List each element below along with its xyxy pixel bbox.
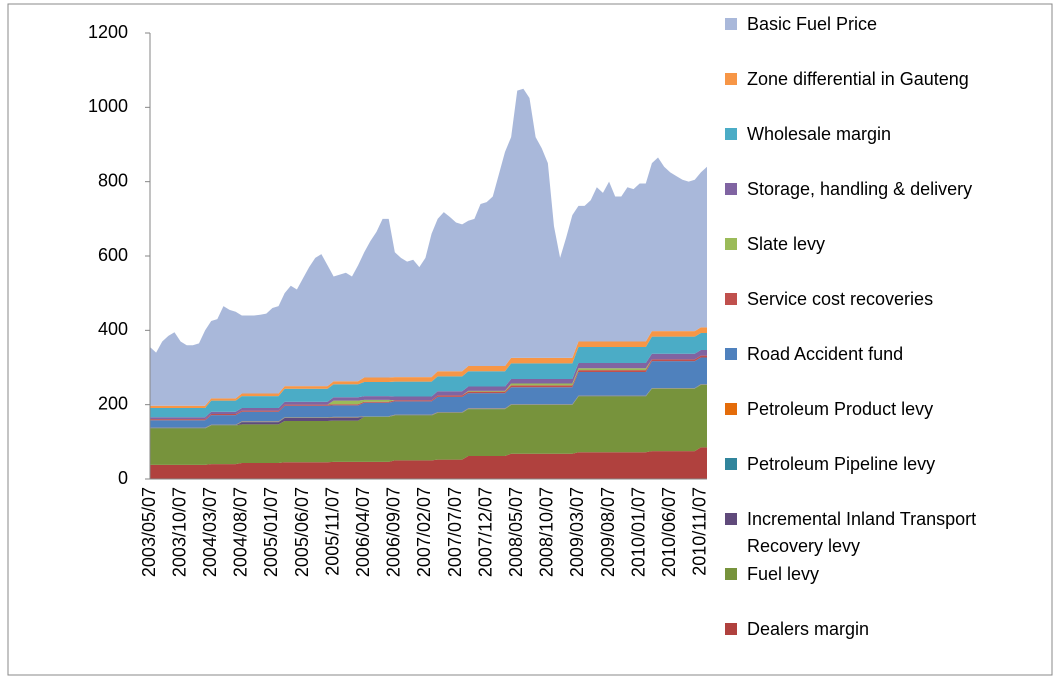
x-tick-label: 2004/03/07 [200, 487, 220, 577]
legend-entry: Incremental Inland Transport Recovery le… [725, 508, 1042, 560]
x-tick-label: 2010/11/07 [690, 487, 710, 576]
y-tick-label: 400 [98, 319, 128, 339]
x-tick-label: 2010/06/07 [659, 487, 679, 577]
legend-swatch [725, 568, 737, 580]
x-tick-label: 2008/10/07 [537, 487, 557, 577]
legend-label: Zone differential in Gauteng [747, 69, 969, 89]
legend-entry: Wholesale margin [725, 123, 1042, 148]
legend-entry: Fuel levy [725, 563, 1042, 588]
legend-entry: Basic Fuel Price [725, 13, 1042, 38]
y-tick-label: 1200 [88, 22, 128, 42]
area [150, 384, 707, 465]
legend-swatch [725, 513, 737, 525]
x-tick-label: 2008/05/07 [506, 487, 526, 577]
legend-entry: Petroleum Pipeline levy [725, 453, 1042, 478]
legend-swatch [725, 458, 737, 470]
x-tick-label: 2003/10/07 [169, 487, 189, 577]
area [150, 447, 707, 479]
x-tick-label: 2010/01/07 [628, 487, 648, 577]
legend-label: Service cost recoveries [747, 289, 934, 309]
legend-swatch [725, 403, 737, 415]
x-tick-label: 2005/11/07 [322, 487, 342, 576]
legend-label: Fuel levy [747, 564, 820, 584]
x-tick-label: 2009/03/07 [567, 487, 587, 577]
x-tick-label: 2004/08/07 [231, 487, 251, 577]
legend-swatch [725, 348, 737, 360]
legend-swatch [725, 183, 737, 195]
legend-entry: Service cost recoveries [725, 288, 1042, 313]
legend-label: Storage, handling & delivery [747, 179, 973, 199]
legend-entry: Slate levy [725, 233, 1042, 258]
y-tick-label: 200 [98, 393, 128, 413]
legend-label: Incremental Inland Transport Recovery le… [747, 509, 977, 556]
legend-label: Basic Fuel Price [747, 14, 878, 34]
legend-entry: Dealers margin [725, 618, 1042, 643]
legend-label: Slate levy [747, 234, 826, 254]
y-tick-label: 1000 [88, 96, 128, 116]
legend-label: Wholesale margin [747, 124, 892, 144]
x-tick-label: 2005/01/07 [261, 487, 281, 577]
legend-entry: Storage, handling & delivery [725, 178, 1042, 203]
area [150, 327, 707, 409]
legend-swatch [725, 18, 737, 30]
legend-swatch [725, 238, 737, 250]
x-tick-label: 2006/09/07 [384, 487, 404, 577]
x-tick-label: 2007/07/07 [445, 487, 465, 577]
legend-swatch [725, 128, 737, 140]
x-tick-label: 2009/08/07 [598, 487, 618, 577]
legend-label: Road Accident fund [747, 344, 904, 364]
legend-swatch [725, 73, 737, 85]
area [150, 350, 707, 420]
legend-entry: Road Accident fund [725, 343, 1042, 368]
area [150, 88, 707, 406]
x-tick-label: 2005/06/07 [292, 487, 312, 577]
x-tick-label: 2003/05/07 [139, 487, 159, 577]
legend: Basic Fuel Price Zone differential in Gau… [725, 0, 1055, 683]
x-tick-label: 2007/02/07 [414, 487, 434, 577]
legend-label: Petroleum Product levy [747, 399, 934, 419]
legend-label: Dealers margin [747, 619, 870, 639]
y-tick-label: 600 [98, 245, 128, 265]
legend-label: Petroleum Pipeline levy [747, 454, 936, 474]
y-tick-label: 800 [98, 170, 128, 190]
legend-swatch [725, 293, 737, 305]
area [150, 332, 707, 418]
legend-entry: Petroleum Product levy [725, 398, 1042, 423]
x-tick-label: 2006/04/07 [353, 487, 373, 577]
x-tick-label: 2007/12/07 [475, 487, 495, 577]
y-tick-label: 0 [118, 468, 128, 488]
area [150, 355, 707, 421]
legend-swatch [725, 623, 737, 635]
area [150, 357, 707, 428]
chart-frame [7, 3, 1053, 676]
legend-entry: Zone differential in Gauteng [725, 68, 1042, 93]
